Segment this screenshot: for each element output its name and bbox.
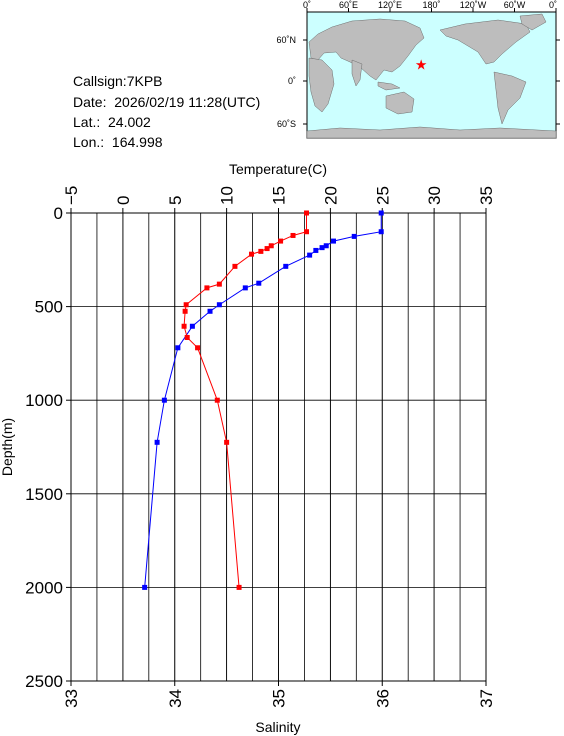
salinity-data-point	[184, 334, 190, 340]
depth-tick-label: 500	[35, 298, 63, 317]
salinity-data-point	[236, 584, 242, 590]
salinity-tick-label: 37	[477, 689, 496, 708]
date-text: Date: 2026/02/19 11:28(UTC)	[73, 94, 261, 110]
map-left-label: 60˚S	[277, 119, 296, 129]
land-indonesia	[377, 81, 401, 91]
salinity-tick-label: 36	[373, 689, 392, 708]
salinity-data-point	[264, 246, 270, 252]
land-greenland	[519, 13, 547, 31]
temperature-data-point	[175, 345, 181, 351]
salinity-data-point	[290, 232, 296, 238]
temperature-data-point	[313, 247, 319, 253]
temperature-data-point	[142, 584, 148, 590]
longitude-text: Lon.: 164.998	[73, 134, 163, 150]
map-top-label: 0˚	[549, 0, 557, 10]
temperature-tick-label: 15	[270, 186, 289, 205]
salinity-data-point	[258, 248, 264, 254]
temperature-data-point	[216, 302, 222, 308]
map-left-label: 60˚N	[276, 35, 296, 45]
map-left-labels: 60˚N 0˚ 60˚S	[276, 35, 296, 129]
salinity-data-point	[232, 263, 238, 269]
salinity-data-point	[204, 285, 210, 291]
temperature-data-point	[161, 397, 167, 403]
temperature-data-point	[189, 323, 195, 329]
map-top-labels: 0˚ 60˚E 120˚E 180˚ 120˚W 60˚W 0˚	[303, 0, 557, 10]
salinity-data-point	[181, 323, 187, 329]
temperature-data-point	[283, 263, 289, 269]
depth-tick-label: 1000	[25, 391, 63, 410]
salinity-data-point	[304, 229, 310, 235]
temperature-data-point	[378, 210, 384, 216]
temperature-data-point	[330, 238, 336, 244]
temperature-data-point	[154, 439, 160, 445]
salinity-data-point	[183, 302, 189, 308]
temperature-data-point	[319, 245, 325, 251]
temperature-tick-label: 5	[166, 196, 185, 205]
map-top-label: 180˚	[422, 0, 440, 10]
salinity-data-point	[249, 251, 255, 257]
depth-tick-label: 0	[54, 204, 63, 223]
map-frame-ticks	[303, 8, 560, 125]
depth-tick-label: 1500	[25, 485, 63, 504]
temperature-axis-title: Temperature(C)	[229, 161, 327, 177]
station-star-icon: ★	[415, 57, 428, 73]
temperature-data-point	[323, 243, 329, 249]
temperature-data-point	[207, 308, 213, 314]
salinity-tick-label: 34	[166, 689, 185, 708]
temperature-tick-label: 20	[321, 186, 340, 205]
land-africa	[308, 57, 335, 113]
salinity-data-point	[214, 397, 220, 403]
land-south-america	[493, 71, 527, 125]
salinity-data-point	[182, 308, 188, 314]
map-left-label: 0˚	[288, 76, 296, 86]
salinity-tick-label: 35	[270, 689, 289, 708]
land-india	[351, 59, 363, 87]
land-north-america	[439, 19, 531, 65]
salinity-tick-label: 33	[62, 689, 81, 708]
callsign-text: Callsign:7KPB	[73, 73, 163, 89]
chart-grid	[70, 212, 487, 682]
land-australia	[385, 91, 415, 115]
salinity-data-point	[268, 243, 274, 249]
depth-tick-label: 2000	[25, 578, 63, 597]
temperature-tick-label: 30	[425, 186, 444, 205]
map-land	[306, 13, 557, 139]
map-top-label: 120˚E	[378, 0, 402, 10]
temperature-data-point	[351, 233, 357, 239]
temperature-data-point	[256, 280, 262, 286]
map-top-label: 120˚W	[460, 0, 487, 10]
salinity-data-point	[216, 281, 222, 287]
map-top-label: 60˚E	[339, 0, 358, 10]
temperature-data-point	[307, 252, 313, 258]
temperature-tick-label: 0	[114, 196, 133, 205]
world-map-inset: 0˚ 60˚E 120˚E 180˚ 120˚W 60˚W 0˚ 60˚N 0˚…	[276, 0, 560, 139]
temperature-tick-label: 25	[373, 186, 392, 205]
temperature-tick-label: 35	[477, 186, 496, 205]
map-top-label: 60˚W	[504, 0, 526, 10]
depth-axis-title: Depth(m)	[0, 418, 15, 476]
salinity-data-point	[304, 210, 310, 216]
profile-series	[142, 210, 384, 590]
temperature-data-point	[378, 229, 384, 235]
map-top-label: 0˚	[303, 0, 311, 10]
temperature-tick-label: −5	[62, 186, 81, 205]
temperature-profile-line	[144, 213, 382, 588]
latitude-text: Lat.: 24.002	[73, 114, 151, 130]
salinity-data-point	[278, 238, 284, 244]
land-antarctica	[306, 126, 557, 139]
temperature-data-point	[242, 285, 248, 291]
salinity-data-point	[224, 439, 230, 445]
salinity-data-point	[195, 345, 201, 351]
temperature-tick-label: 10	[218, 186, 237, 205]
land-europe-asia	[308, 18, 425, 81]
salinity-axis-title: Salinity	[255, 719, 300, 735]
depth-tick-label: 2500	[25, 672, 63, 691]
